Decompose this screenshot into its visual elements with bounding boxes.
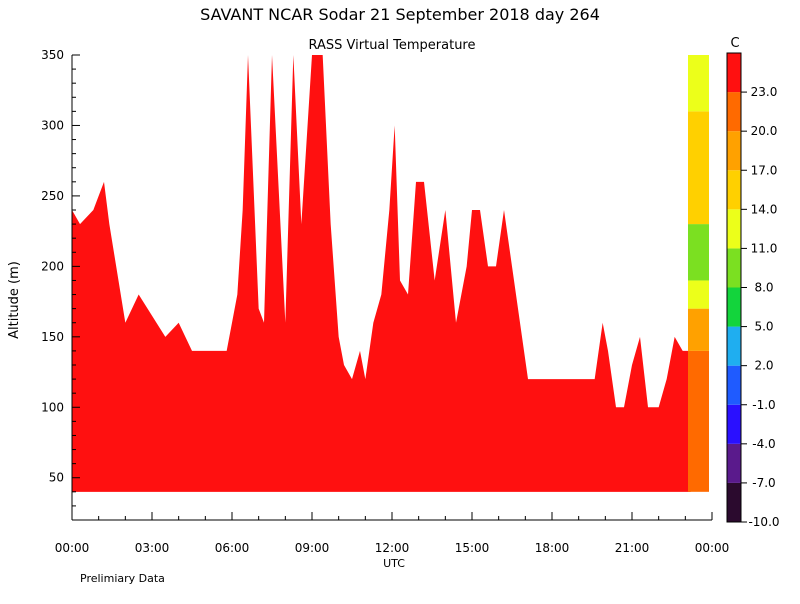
axes: 50 100 150 200 250 300 350 00:00 03:00 06:00 09:00…	[41, 48, 729, 555]
y-tick-label: 250	[41, 189, 64, 203]
colorbar-swatch	[727, 326, 741, 366]
plot-area	[72, 55, 709, 492]
x-axis-label: UTC	[383, 557, 405, 570]
y-tick-label: 100	[41, 400, 64, 414]
colorbar-label: -7.0	[752, 476, 775, 490]
right-column-band-3	[688, 224, 709, 281]
x-tick-label: 15:00	[455, 541, 490, 555]
right-column-band-5	[688, 55, 709, 112]
colorbar-label: 20.0	[751, 124, 778, 138]
colorbar-swatch	[727, 248, 741, 288]
colorbar-frame	[726, 52, 742, 523]
colorbar-label: 14.0	[751, 202, 778, 216]
colorbar-swatch	[727, 170, 741, 210]
colorbar-label: -10.0	[748, 515, 779, 529]
colorbar-swatch	[727, 365, 741, 405]
colorbar-swatch	[727, 53, 741, 93]
right-column-band-4	[688, 111, 709, 225]
x-tick-label: 00:00	[55, 541, 90, 555]
x-tick-label: 09:00	[295, 541, 330, 555]
y-tick-label: 300	[41, 118, 64, 132]
colorbar-label: 8.0	[754, 281, 773, 295]
y-tick-label: 150	[41, 330, 64, 344]
colorbar-label: 17.0	[751, 163, 778, 177]
colorbar: -10.0 -7.0 -4.0 -1.0 2.0 5.0 8.0 11.0 14.0 17.0 20…	[726, 52, 780, 529]
colorbar-label: -1.0	[752, 398, 775, 412]
x-tick-label: 12:00	[375, 541, 410, 555]
colorbar-label: 5.0	[754, 320, 773, 334]
figure-title: SAVANT NCAR Sodar 21 September 2018 day …	[200, 5, 600, 24]
colorbar-label: 11.0	[751, 241, 778, 255]
right-column-band-2	[688, 280, 709, 309]
x-tick-label: 00:00	[695, 541, 730, 555]
y-axis-label: Altitude (m)	[7, 261, 22, 339]
x-tick-label: 03:00	[135, 541, 170, 555]
colorbar-unit: C	[730, 36, 739, 51]
x-tick-label: 21:00	[615, 541, 650, 555]
y-tick-label: 50	[49, 471, 64, 485]
right-column-band-0	[688, 350, 709, 492]
colorbar-label: 2.0	[754, 359, 773, 373]
colorbar-swatch	[727, 482, 741, 522]
colorbar-swatch	[727, 209, 741, 249]
colorbar-swatch	[727, 287, 741, 327]
y-tick-label: 200	[41, 259, 64, 273]
preliminary-note: Prelimiary Data	[80, 572, 165, 585]
chart-title: RASS Virtual Temperature	[309, 38, 476, 53]
temperature-field-warm-region	[72, 55, 691, 492]
colorbar-label: 23.0	[751, 85, 778, 99]
x-tick-label: 06:00	[215, 541, 250, 555]
y-tick-label: 350	[41, 48, 64, 62]
colorbar-swatch	[727, 404, 741, 444]
colorbar-label: -4.0	[752, 437, 775, 451]
colorbar-swatch	[727, 131, 741, 171]
colorbar-swatch	[727, 92, 741, 132]
colorbar-swatch	[727, 443, 741, 483]
right-column-band-1	[688, 308, 709, 351]
x-tick-label: 18:00	[535, 541, 570, 555]
